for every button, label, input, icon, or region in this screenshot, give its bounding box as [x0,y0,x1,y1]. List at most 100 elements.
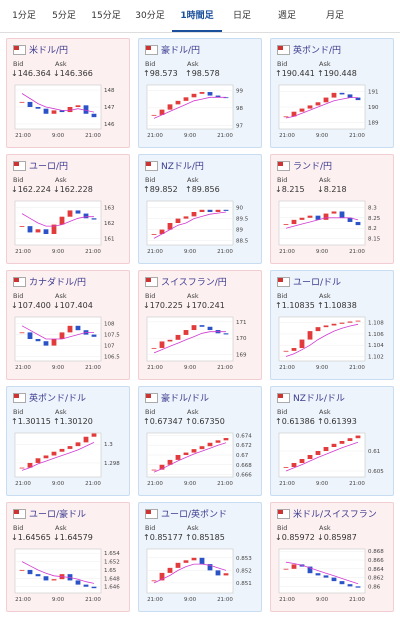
moving-average [153,331,226,354]
x-tick-label: 21:00 [147,133,163,139]
pair-name: 米ドル/スイスフラン [293,510,377,520]
x-tick-label: 21:00 [147,481,163,487]
bid-label: Bid [145,292,156,300]
candle [339,441,345,444]
rate-card[interactable]: 豪ドル/ドル Bid Ask ↑0.67347 ↑0.67350 0.666 0.668 0.… [138,386,262,496]
candle [315,102,321,106]
y-tick-label: 1.3 [104,442,113,448]
y-tick-label: 0.866 [368,558,384,564]
tab[interactable]: 日足 [232,11,251,21]
candle [19,569,25,571]
candle [83,436,89,443]
candle [223,333,229,335]
rate-card[interactable]: ユーロ/英ポンド Bid Ask ↑0.85177 ↑0.85185 0.851 0.852… [138,502,262,612]
flag-mark [146,278,151,282]
rate-card[interactable]: NZドル/ドル Bid Ask ↑0.61386 ↑0.61393 0.605 0.61 21… [270,386,394,496]
flag-mark [14,46,19,50]
y-tick-label: 1.652 [104,560,120,566]
candle [283,224,289,225]
y-tick-label: 107.5 [104,333,120,339]
candle [315,327,321,332]
candle [223,438,229,441]
tab[interactable]: 週足 [277,11,296,21]
flag-mark [14,162,19,166]
candle [19,332,25,334]
rate-card[interactable]: カナダドル/円 Bid Ask ↓107.400 ↓107.404 106.5 107 107… [6,270,130,380]
candle [199,446,205,450]
x-tick-label: 9:00 [184,133,197,139]
mini-chart: 169 170 171 21:00 9:00 21:00 [146,316,247,371]
x-tick-label: 21:00 [217,481,233,487]
candle [51,451,57,456]
y-tick-label: 1.65 [104,568,117,574]
y-tick-label: 171 [236,320,247,326]
candle [283,467,289,468]
rate-card[interactable]: ランド/円 Bid Ask ↓8.215 ↓8.218 8.15 8.2 8.25 8.3 21:… [270,154,394,264]
candle [67,325,73,333]
moving-average [21,213,94,227]
ask-value: ↑0.67350 [185,417,225,426]
x-tick-label: 21:00 [349,481,365,487]
bid-label: Bid [145,408,156,416]
flag [13,509,26,519]
candle [59,110,65,113]
bid-value: ↓0.85972 [275,533,315,542]
candle [59,332,65,339]
bid-label: Bid [13,176,24,184]
flag-mark [278,162,283,166]
rate-card[interactable]: ユーロ/豪ドル Bid Ask ↓1.64565 ↓1.64579 1.646 1.648 1… [6,502,130,612]
flag [13,45,26,55]
candle [19,226,25,227]
rate-card[interactable]: NZドル/円 Bid Ask ↑89.852 ↑89.856 88.5 89 89.5 90 21… [138,154,262,264]
candle [27,569,33,575]
tab[interactable]: 1時間足 [172,0,222,32]
candle [207,442,213,447]
x-tick-label: 9:00 [52,597,65,603]
candle [183,97,189,101]
flag-mark [14,394,19,398]
candle [67,210,73,217]
tab[interactable]: 月足 [325,11,344,21]
x-tick-label: 21:00 [217,133,233,139]
rate-card[interactable]: 英ポンド/円 Bid Ask ↑190.441 ↑190.448 189 190 191 21:… [270,38,394,148]
tab[interactable]: 1分足 [12,11,36,21]
x-tick-label: 21:00 [147,365,163,371]
candle [191,325,197,331]
tab[interactable]: 5分足 [52,11,76,21]
bid-label: Bid [277,176,288,184]
candle [291,219,297,225]
x-tick-label: 21:00 [85,597,101,603]
bid-label: Bid [145,176,156,184]
candle [191,449,197,453]
candle [323,575,329,578]
x-tick-label: 21:00 [147,249,163,255]
candle [299,217,305,220]
flag-mark [278,46,283,50]
mini-chart: 8.15 8.2 8.25 8.3 21:00 9:00 21:00 [278,200,381,255]
candle [347,94,353,98]
rate-card[interactable]: ユーロ/ドル Bid Ask ↑1.10835 ↑1.10838 1.102 1.104 1.… [270,270,394,380]
flag [277,277,290,287]
tab[interactable]: 30分足 [135,11,165,21]
candle [323,325,329,328]
y-tick-label: 88.5 [236,239,249,245]
rate-card[interactable]: 豪ドル/円 Bid Ask ↑98.573 ↑98.578 97 98 99 21:00 9:00… [138,38,262,148]
x-tick-label: 21:00 [217,249,233,255]
moving-average [153,442,227,473]
ask-value: ↓170.241 [185,301,225,310]
rate-card[interactable]: 米ドル/円 Bid Ask ↓146.364 ↓146.366 146 147 148 21:0… [6,38,130,148]
candle [75,580,81,585]
rate-card[interactable]: ユーロ/円 Bid Ask ↓162.224 ↓162.228 161 162 163 21:0… [6,154,130,264]
ask-label: Ask [319,60,331,68]
mini-chart: 146 147 148 21:00 9:00 21:00 [14,84,115,139]
candle [347,321,353,323]
rate-card[interactable]: 英ポンド/ドル Bid Ask ↑1.30115 ↑1.30120 1.298 1.3 21:… [6,386,130,496]
x-tick-label: 21:00 [279,133,295,139]
candle [339,211,345,218]
tab[interactable]: 15分足 [91,11,121,21]
rate-card[interactable]: 米ドル/スイスフラン Bid Ask ↓0.85972 ↓0.85987 0.86 0.86… [270,502,394,612]
rate-card[interactable]: スイスフラン/円 Bid Ask ↓170.225 ↓170.241 169 170 171 2… [138,270,262,380]
mini-chart: 0.86 0.862 0.864 0.866 0.868 21:00 9:00 21:00 [278,548,384,603]
candle [91,113,97,118]
flag [277,509,290,519]
